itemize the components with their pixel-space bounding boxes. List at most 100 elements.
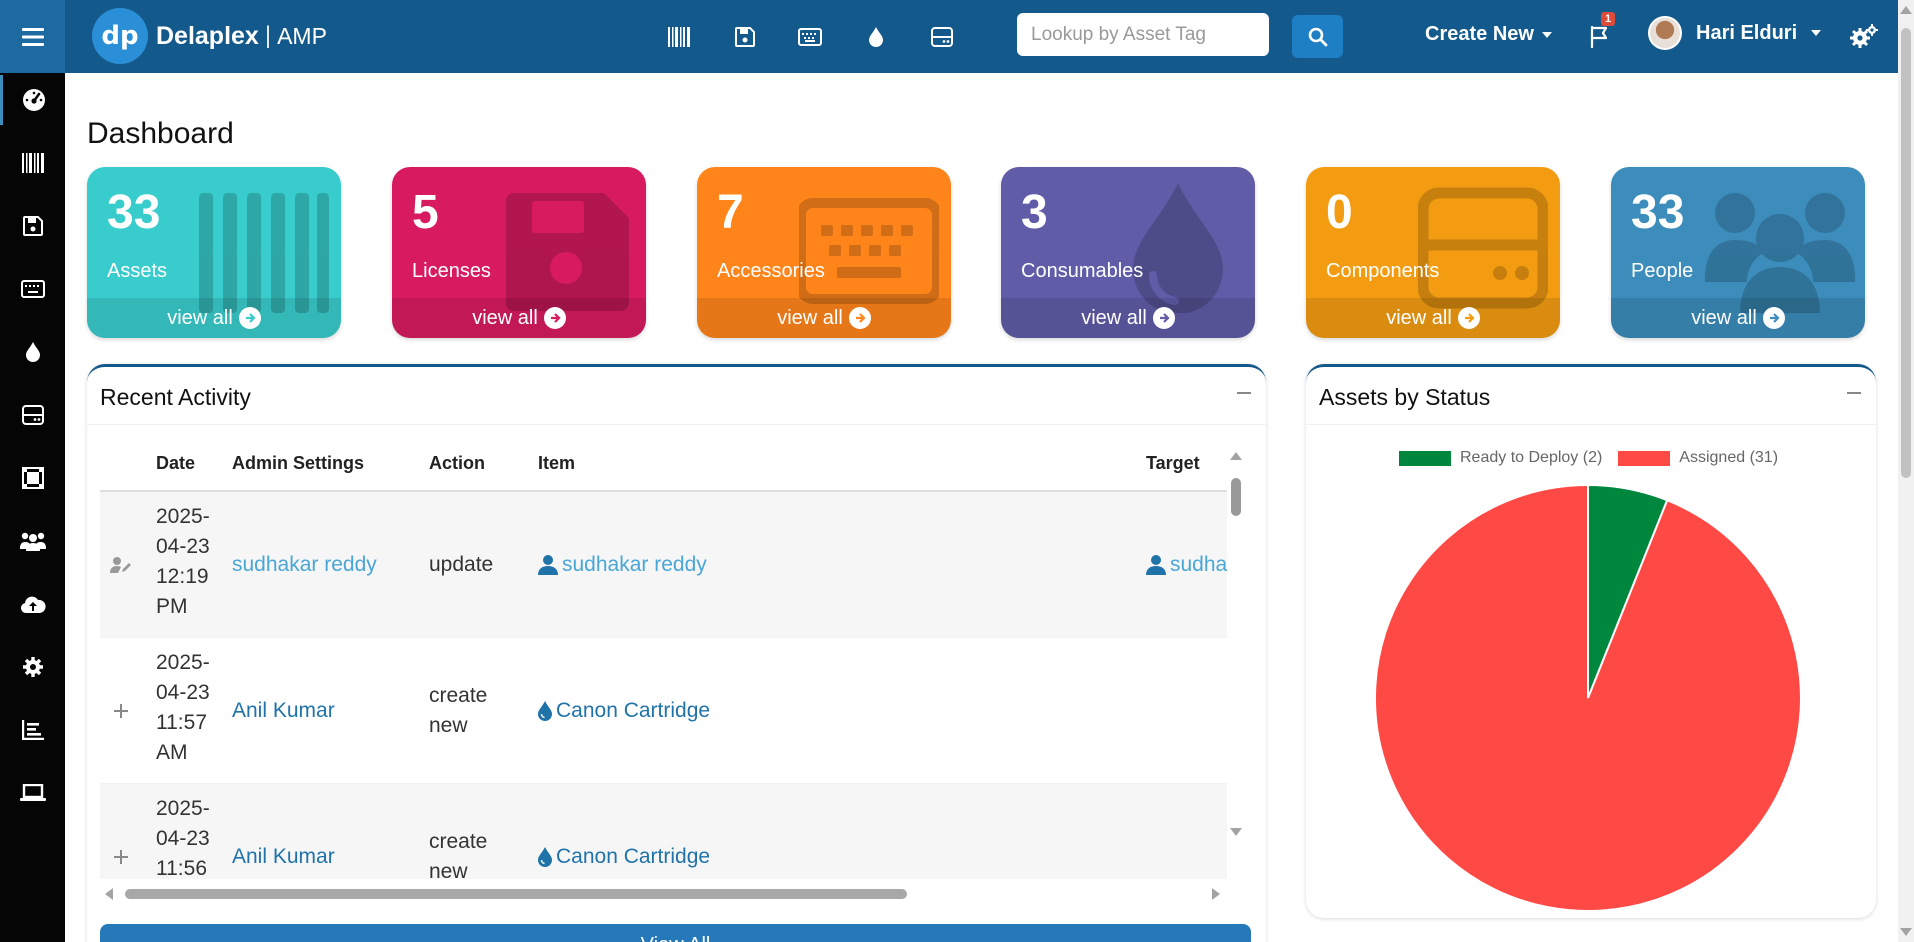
scroll-right-arrow-icon[interactable] [1212, 888, 1220, 900]
sidebar-item-consumables[interactable] [0, 327, 65, 377]
sidebar-item-dashboard[interactable] [0, 75, 65, 125]
column-header-action[interactable]: Action [429, 453, 485, 473]
brand-link[interactable]: dp Delaplex | AMP [92, 7, 327, 65]
item-link[interactable]: Canon Cartridge [538, 696, 710, 726]
status-pie-chart [1374, 483, 1802, 912]
asset-tag-search-input[interactable] [1017, 13, 1269, 56]
brand-product: AMP [277, 22, 327, 49]
stat-box-accessories: 7 Accessories view all [697, 167, 951, 338]
stat-box-people: 33 People view all [1611, 167, 1865, 338]
scrollbar-thumb[interactable] [1231, 478, 1241, 516]
sidebar-item-components[interactable] [0, 390, 65, 440]
nav-consumables-button[interactable] [859, 20, 893, 54]
sidebar-item-kits[interactable] [0, 453, 65, 503]
page-vertical-scrollbar[interactable] [1898, 0, 1914, 942]
activity-table: Date Admin Settings Action Item Target 2… [100, 445, 1227, 879]
keyboard-icon [798, 28, 822, 46]
sidebar-item-accessories[interactable] [0, 264, 65, 314]
stat-view-all-link[interactable]: view all [697, 298, 951, 338]
scroll-down-arrow-icon[interactable] [1900, 928, 1912, 936]
gear-icon [22, 657, 43, 677]
user-menu-dropdown[interactable]: Hari Elduri [1648, 16, 1822, 50]
user-icon [1146, 555, 1166, 575]
nav-licenses-button[interactable] [728, 20, 762, 54]
table-horizontal-scrollbar[interactable] [100, 885, 1227, 901]
kit-icon [21, 467, 44, 489]
stat-label: People [1631, 260, 1694, 282]
column-header-target[interactable]: Target [1146, 453, 1200, 473]
sidebar-item-import[interactable] [0, 579, 65, 629]
droplet-icon [538, 847, 552, 867]
activity-date: 2025- 04-23 11:57 AM [156, 651, 210, 764]
stat-view-all-link[interactable]: view all [87, 298, 341, 338]
sidebar-item-settings[interactable] [0, 642, 65, 692]
panel-title: Assets by Status [1319, 384, 1491, 410]
barcode-icon [668, 27, 690, 47]
avatar [1648, 16, 1682, 50]
view-all-activity-button[interactable]: View All [100, 924, 1251, 942]
item-link[interactable]: sudhakar reddy [538, 550, 707, 580]
plus-icon [110, 846, 132, 868]
scroll-up-arrow-icon[interactable] [1900, 6, 1912, 14]
nav-components-button[interactable] [925, 20, 959, 54]
alerts-button[interactable]: 1 [1583, 12, 1617, 54]
search-button[interactable] [1292, 15, 1343, 58]
nav-assets-button[interactable] [662, 20, 696, 54]
stat-view-all-link[interactable]: view all [1001, 298, 1255, 338]
arrow-circle-right-icon [848, 307, 871, 329]
legend-swatch [1618, 450, 1671, 466]
gears-icon [1850, 24, 1878, 48]
brand-name: Delaplex [156, 21, 259, 50]
stat-label: Components [1326, 260, 1440, 282]
legend-item-assigned[interactable]: Assigned (31) [1618, 449, 1778, 467]
scrollbar-thumb[interactable] [1901, 28, 1911, 478]
create-new-dropdown[interactable]: Create New [1425, 23, 1552, 46]
sidebar-item-reports[interactable] [0, 705, 65, 755]
stat-footer-label: view all [1386, 306, 1452, 329]
stat-view-all-link[interactable]: view all [1306, 298, 1560, 338]
target-link[interactable]: sudha [1146, 550, 1227, 580]
stat-box-assets: 33 Assets view all [87, 167, 341, 338]
nav-accessories-button[interactable] [793, 20, 827, 54]
collapse-minus-icon[interactable] [1847, 392, 1861, 394]
sidebar-item-requestable[interactable] [0, 768, 65, 818]
barcode-icon [199, 193, 329, 313]
stat-label: Assets [107, 260, 168, 282]
activity-action: update [429, 553, 494, 576]
admin-link[interactable]: Anil Kumar [232, 699, 335, 722]
brand-separator: | [264, 22, 272, 49]
assets-by-status-panel: Assets by Status Ready to Deploy (2) Ass… [1306, 364, 1876, 918]
hdd-icon [21, 405, 44, 425]
sidebar-item-licenses[interactable] [0, 201, 65, 251]
column-header-date[interactable]: Date [156, 453, 196, 473]
pie-slice-1[interactable] [1374, 483, 1802, 912]
admin-settings-button[interactable] [1845, 18, 1883, 56]
collapse-minus-icon[interactable] [1237, 392, 1251, 394]
scroll-left-arrow-icon[interactable] [105, 888, 113, 900]
column-header-admin[interactable]: Admin Settings [232, 453, 365, 473]
scroll-up-arrow-icon[interactable] [1230, 452, 1242, 460]
item-link[interactable]: Canon Cartridge [538, 842, 710, 872]
sidebar-item-people[interactable] [0, 516, 65, 566]
stat-view-all-link[interactable]: view all [1611, 298, 1865, 338]
legend-item-ready-to-deploy[interactable]: Ready to Deploy (2) [1399, 449, 1602, 467]
flag-icon [1590, 26, 1608, 48]
stat-view-all-link[interactable]: view all [392, 298, 646, 338]
create-new-label: Create New [1425, 23, 1534, 45]
top-navbar: dp Delaplex | AMP Create New [0, 0, 1914, 73]
table-vertical-scrollbar[interactable] [1228, 445, 1244, 840]
sidebar-toggle-button[interactable] [0, 0, 65, 73]
floppy-disk-icon [22, 216, 43, 236]
brand-logo: dp [92, 8, 148, 64]
hamburger-icon [21, 27, 44, 46]
stat-box-licenses: 5 Licenses view all [392, 167, 646, 338]
table-row: 2025- 04-23 11:57 AM Anil Kumar create new C… [100, 638, 1227, 784]
admin-link[interactable]: sudhakar reddy [232, 553, 377, 576]
scrollbar-thumb[interactable] [125, 889, 907, 899]
admin-link[interactable]: Anil Kumar [232, 845, 335, 868]
floppy-disk-icon [735, 27, 755, 47]
scroll-down-arrow-icon[interactable] [1230, 828, 1242, 836]
column-header-item[interactable]: Item [538, 453, 576, 473]
sidebar-item-assets[interactable] [0, 138, 65, 188]
recent-activity-panel: Recent Activity Date Admin Settings Acti… [87, 364, 1266, 942]
